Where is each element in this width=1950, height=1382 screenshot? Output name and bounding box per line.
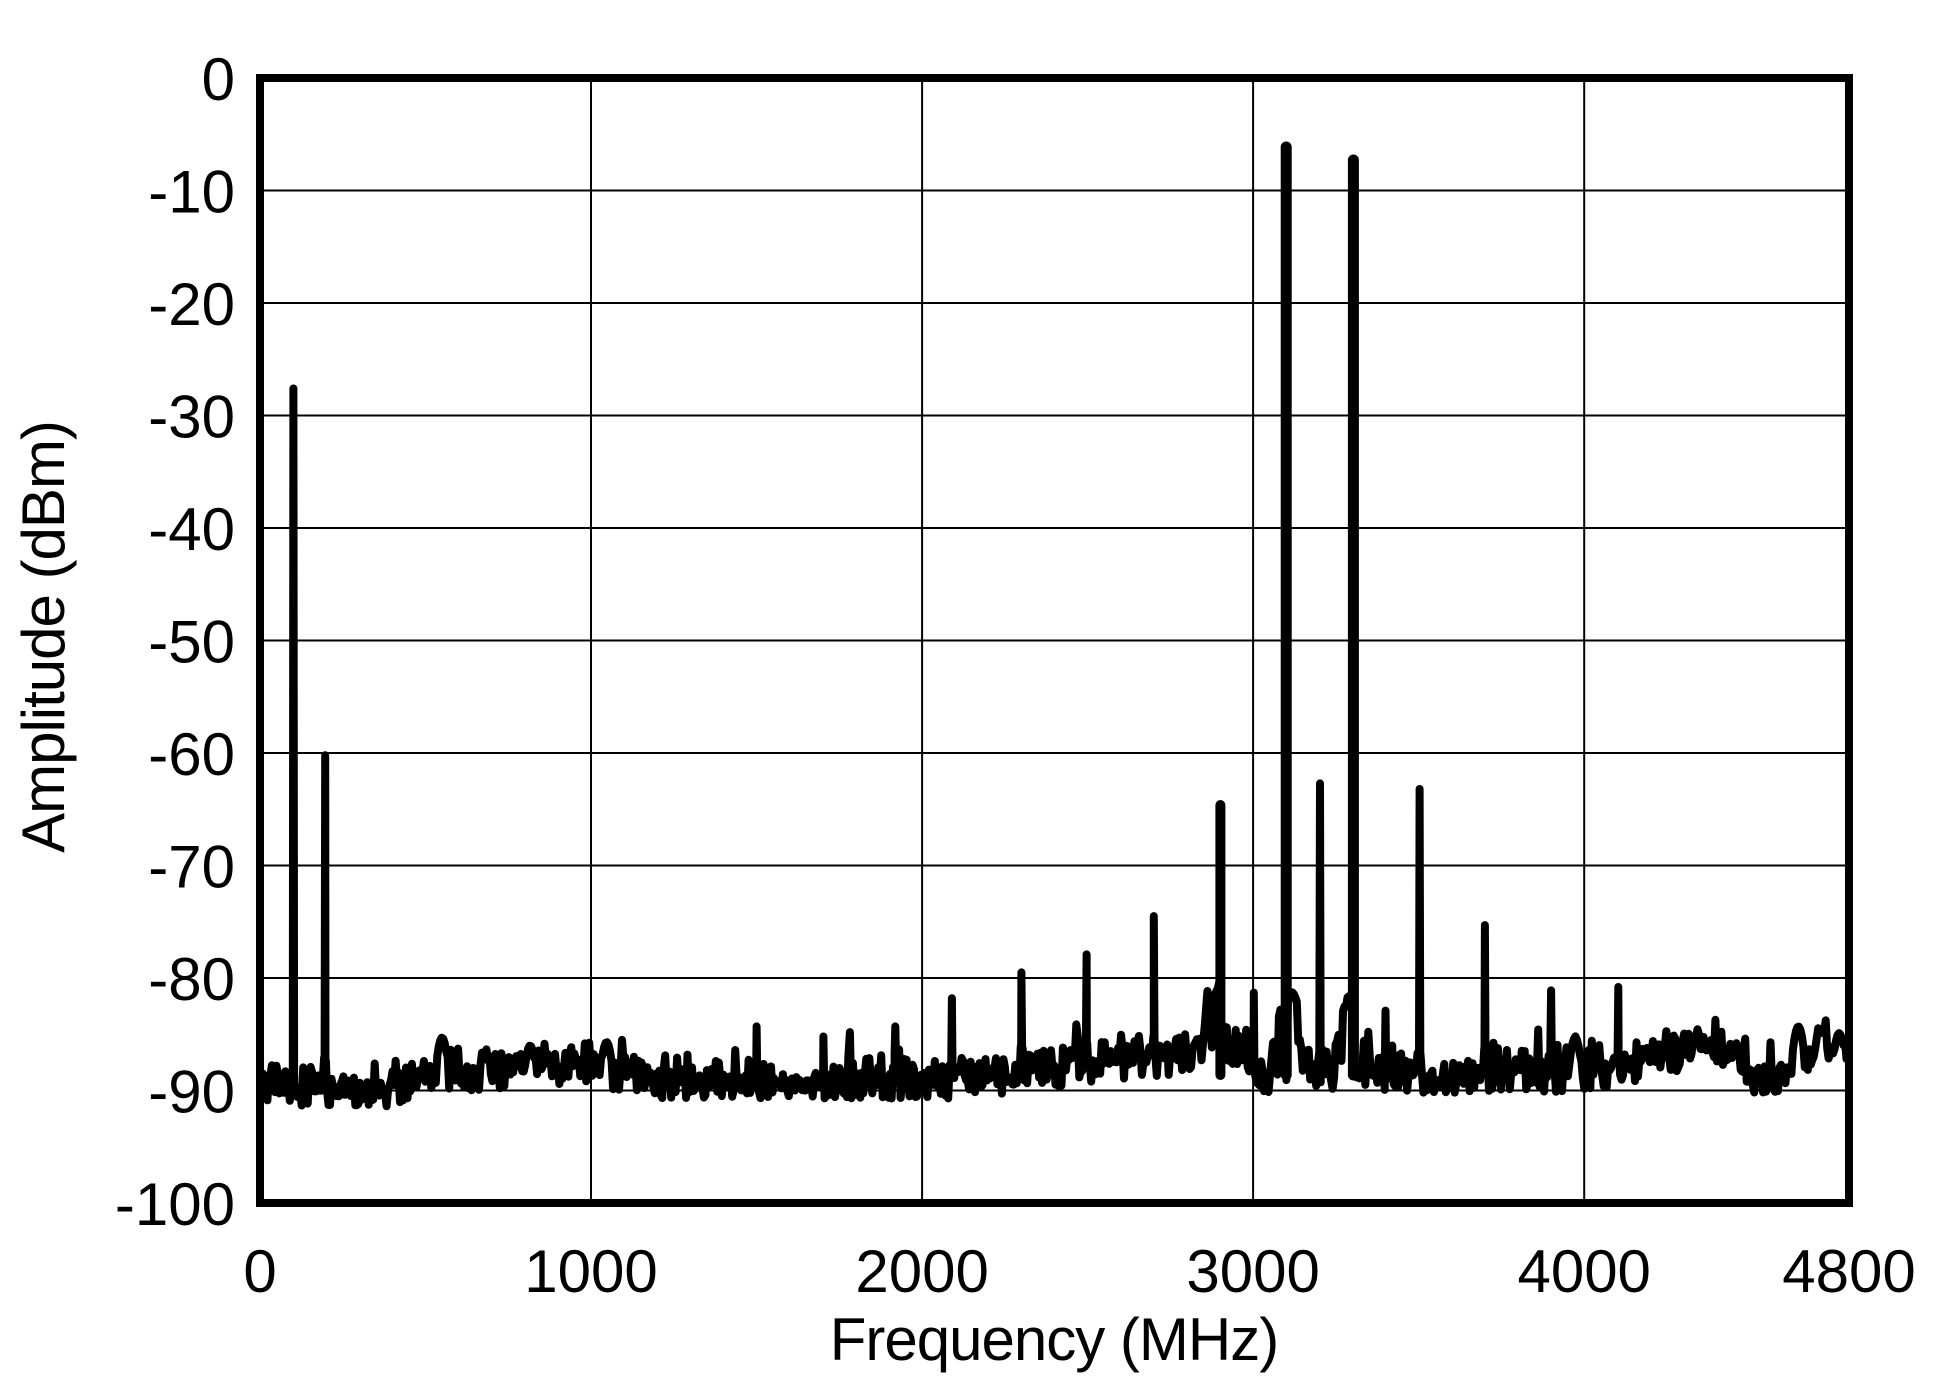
svg-text:4000: 4000	[1517, 1238, 1650, 1305]
svg-text:-10: -10	[148, 159, 235, 226]
svg-text:-30: -30	[148, 384, 235, 451]
svg-text:3000: 3000	[1186, 1238, 1319, 1305]
svg-text:-70: -70	[148, 834, 235, 901]
svg-text:-20: -20	[148, 271, 235, 338]
svg-text:-100: -100	[115, 1171, 235, 1238]
svg-text:0: 0	[202, 46, 235, 113]
svg-text:-80: -80	[148, 946, 235, 1013]
svg-text:-60: -60	[148, 721, 235, 788]
svg-text:Amplitude (dBm): Amplitude (dBm)	[10, 421, 77, 853]
svg-text:1000: 1000	[524, 1238, 657, 1305]
svg-text:-90: -90	[148, 1059, 235, 1126]
svg-text:2000: 2000	[855, 1238, 988, 1305]
svg-text:4800: 4800	[1782, 1238, 1915, 1305]
svg-text:-40: -40	[148, 496, 235, 563]
svg-text:Frequency (MHz): Frequency (MHz)	[830, 1306, 1278, 1373]
svg-text:-50: -50	[148, 609, 235, 676]
svg-text:0: 0	[243, 1238, 276, 1305]
